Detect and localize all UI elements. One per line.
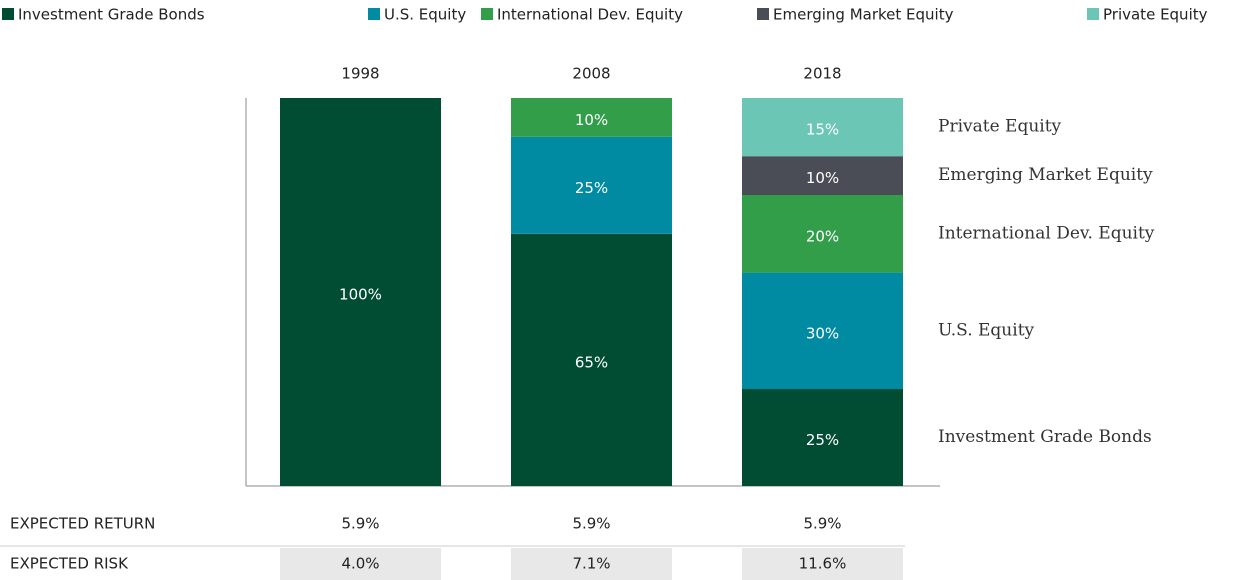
data-label: 100% bbox=[339, 286, 382, 304]
legend-swatch bbox=[368, 8, 380, 20]
cell-value: 5.9% bbox=[572, 515, 610, 533]
legend-label: Emerging Market Equity bbox=[773, 6, 954, 24]
x-tick-label: 2008 bbox=[572, 65, 610, 83]
legend-swatch bbox=[757, 8, 769, 20]
bar-segment bbox=[742, 156, 903, 195]
bar-segment bbox=[511, 136, 672, 234]
bar-segment bbox=[742, 98, 903, 157]
cell-value: 11.6% bbox=[799, 555, 847, 573]
bar-segment bbox=[511, 233, 672, 486]
legend-swatch bbox=[481, 8, 493, 20]
cell-bg bbox=[280, 548, 441, 580]
bar-segment bbox=[742, 389, 903, 486]
legend-label: International Dev. Equity bbox=[497, 6, 683, 24]
data-label: 25% bbox=[806, 431, 839, 449]
legend-label: Investment Grade Bonds bbox=[18, 6, 205, 24]
data-label: 65% bbox=[575, 353, 608, 371]
cell-bg bbox=[511, 548, 672, 580]
data-label: 30% bbox=[806, 324, 839, 342]
bar-segment bbox=[280, 98, 441, 486]
series-label: Investment Grade Bonds bbox=[938, 427, 1152, 447]
row-label: EXPECTED RISK bbox=[10, 555, 129, 573]
legend-swatch bbox=[2, 8, 14, 20]
cell-value: 5.9% bbox=[803, 515, 841, 533]
legend-label: Private Equity bbox=[1103, 6, 1208, 24]
data-label: 15% bbox=[806, 121, 839, 139]
data-label: 10% bbox=[806, 169, 839, 187]
x-tick-label: 1998 bbox=[341, 65, 379, 83]
series-label: U.S. Equity bbox=[938, 320, 1035, 340]
legend-swatch bbox=[1087, 8, 1099, 20]
data-label: 25% bbox=[575, 179, 608, 197]
x-tick-label: 2018 bbox=[803, 65, 841, 83]
data-label: 20% bbox=[806, 227, 839, 245]
cell-value: 5.9% bbox=[341, 515, 379, 533]
bar-segment bbox=[742, 195, 903, 273]
legend-label: U.S. Equity bbox=[384, 6, 466, 24]
series-label: Private Equity bbox=[938, 117, 1062, 137]
bar-segment bbox=[742, 272, 903, 389]
series-label: Emerging Market Equity bbox=[938, 165, 1153, 185]
cell-value: 7.1% bbox=[572, 555, 610, 573]
bar-segment bbox=[511, 98, 672, 137]
cell-value: 4.0% bbox=[341, 555, 379, 573]
cell-bg bbox=[742, 548, 903, 580]
data-label: 10% bbox=[575, 111, 608, 129]
row-label: EXPECTED RETURN bbox=[10, 515, 155, 533]
series-label: International Dev. Equity bbox=[938, 223, 1155, 243]
